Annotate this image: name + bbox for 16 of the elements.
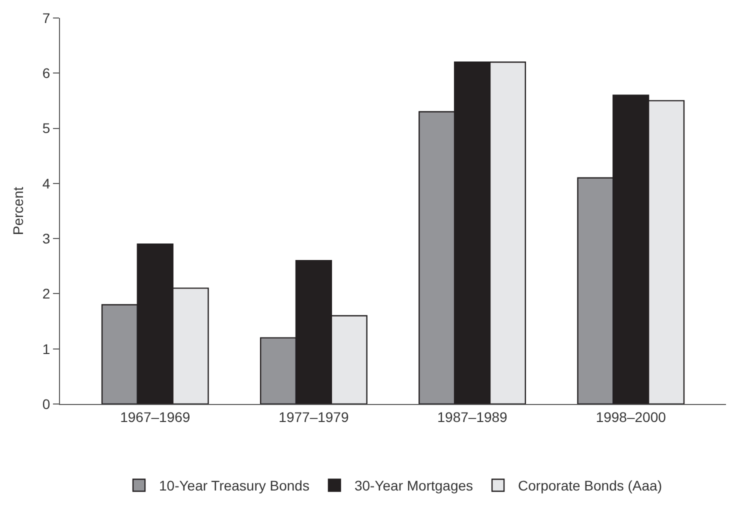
y-tick-label: 0 <box>42 396 50 412</box>
y-tick-label: 2 <box>42 286 50 302</box>
y-tick-label: 3 <box>42 230 50 246</box>
x-tick-label: 1977–1979 <box>278 408 349 425</box>
legend-label: 10-Year Treasury Bonds <box>159 478 310 494</box>
x-tick-label: 1987–1989 <box>437 408 508 425</box>
y-tick-label: 6 <box>42 65 50 82</box>
legend-label: 30-Year Mortgages <box>354 478 474 494</box>
y-tick-label: 4 <box>42 175 50 192</box>
y-tick-label: 1 <box>42 340 50 357</box>
y-tick-label: 5 <box>42 120 50 136</box>
y-axis-title: Percent <box>10 186 26 236</box>
x-tick-label: 1998–2000 <box>596 408 666 425</box>
legend-label: Corporate Bonds (Aaa) <box>518 478 662 494</box>
y-tick-label: 7 <box>42 10 50 26</box>
x-tick-label: 1967–1969 <box>120 408 190 425</box>
